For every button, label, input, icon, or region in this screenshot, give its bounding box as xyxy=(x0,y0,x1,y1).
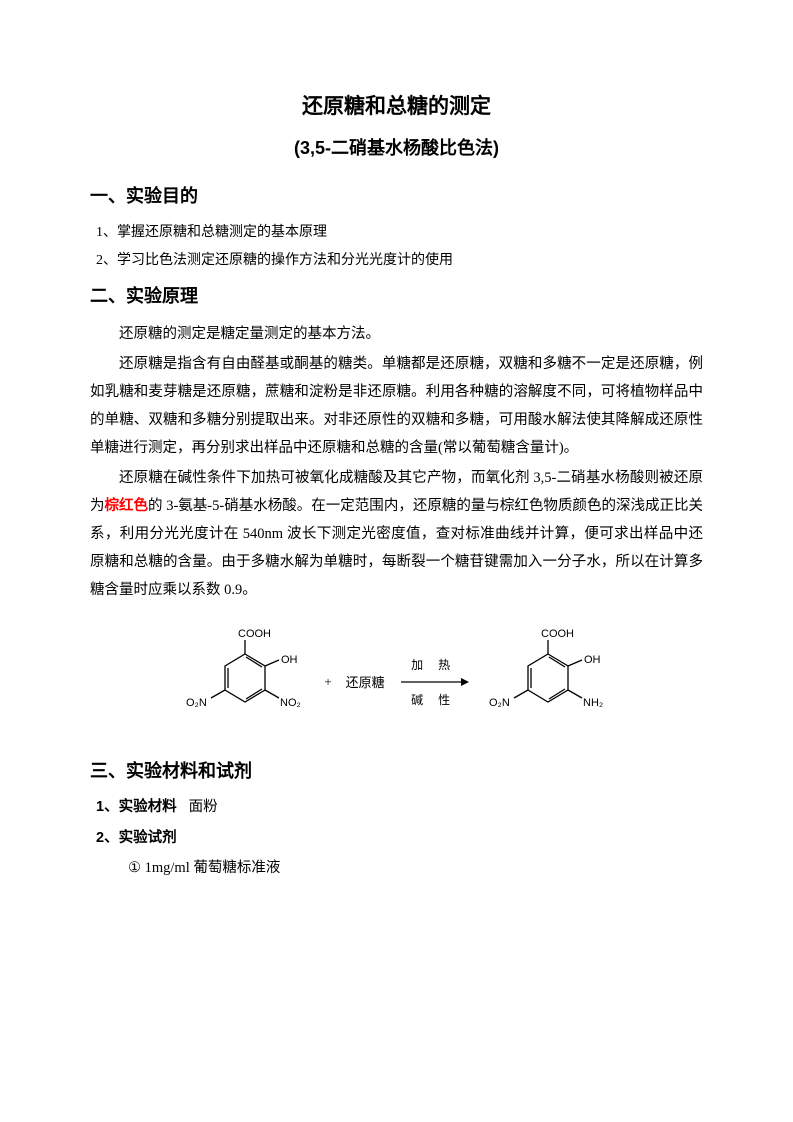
reaction-diagram: COOH OH O₂N NO₂ + 还原糖 加 热 碱 性 xyxy=(90,624,703,739)
document-subtitle: (3,5-二硝基水杨酸比色法) xyxy=(90,134,703,160)
arrow-label-top: 加 热 xyxy=(411,656,456,673)
label-o2n-left: O₂N xyxy=(186,697,207,709)
plus-sign: + xyxy=(324,674,331,690)
reagents-heading: 2、实验试剂 xyxy=(90,826,703,847)
label-no2-right: NO₂ xyxy=(280,697,301,709)
reducing-sugar-label: 还原糖 xyxy=(346,672,385,691)
materials-value: 面粉 xyxy=(189,799,218,815)
materials-heading: 1、实验材料面粉 xyxy=(90,795,703,816)
label-oh: OH xyxy=(281,654,298,666)
label-o2n-left-2: O₂N xyxy=(489,697,510,709)
objective-item-1: 1、掌握还原糖和总糖测定的基本原理 xyxy=(90,220,703,246)
document-title: 还原糖和总糖的测定 xyxy=(90,90,703,120)
principle-para-3: 还原糖在碱性条件下加热可被氧化成糖酸及其它产物，而氧化剂 3,5-二硝基水杨酸则… xyxy=(90,464,703,604)
principle-para-2: 还原糖是指含有自由醛基或酮基的糖类。单糖都是还原糖，双糖和多糖不一定是还原糖，例… xyxy=(90,350,703,462)
molecule-dns-acid: COOH OH O₂N NO₂ xyxy=(180,624,310,739)
section-2-heading: 二、实验原理 xyxy=(90,282,703,308)
section-1-heading: 一、实验目的 xyxy=(90,182,703,208)
molecule-product: COOH OH O₂N NH₂ xyxy=(483,624,613,739)
label-nh2-right: NH₂ xyxy=(583,697,603,709)
label-cooh: COOH xyxy=(238,628,271,640)
highlight-brown-red: 棕红色 xyxy=(105,498,149,514)
para3-post: 的 3-氨基-5-硝基水杨酸。在一定范围内，还原糖的量与棕红色物质颜色的深浅成正… xyxy=(90,498,703,598)
label-oh-2: OH xyxy=(584,654,601,666)
reagent-item-1: ① 1mg/ml 葡萄糖标准液 xyxy=(90,855,703,881)
materials-label: 1、实验材料 xyxy=(96,799,177,815)
section-3-heading: 三、实验材料和试剂 xyxy=(90,757,703,783)
objective-item-2: 2、学习比色法测定还原糖的操作方法和分光光度计的使用 xyxy=(90,248,703,274)
label-cooh-2: COOH xyxy=(541,628,574,640)
arrow-label-bottom: 碱 性 xyxy=(411,691,456,708)
reaction-arrow: 加 热 碱 性 xyxy=(399,656,469,708)
principle-para-1: 还原糖的测定是糖定量测定的基本方法。 xyxy=(90,320,703,348)
